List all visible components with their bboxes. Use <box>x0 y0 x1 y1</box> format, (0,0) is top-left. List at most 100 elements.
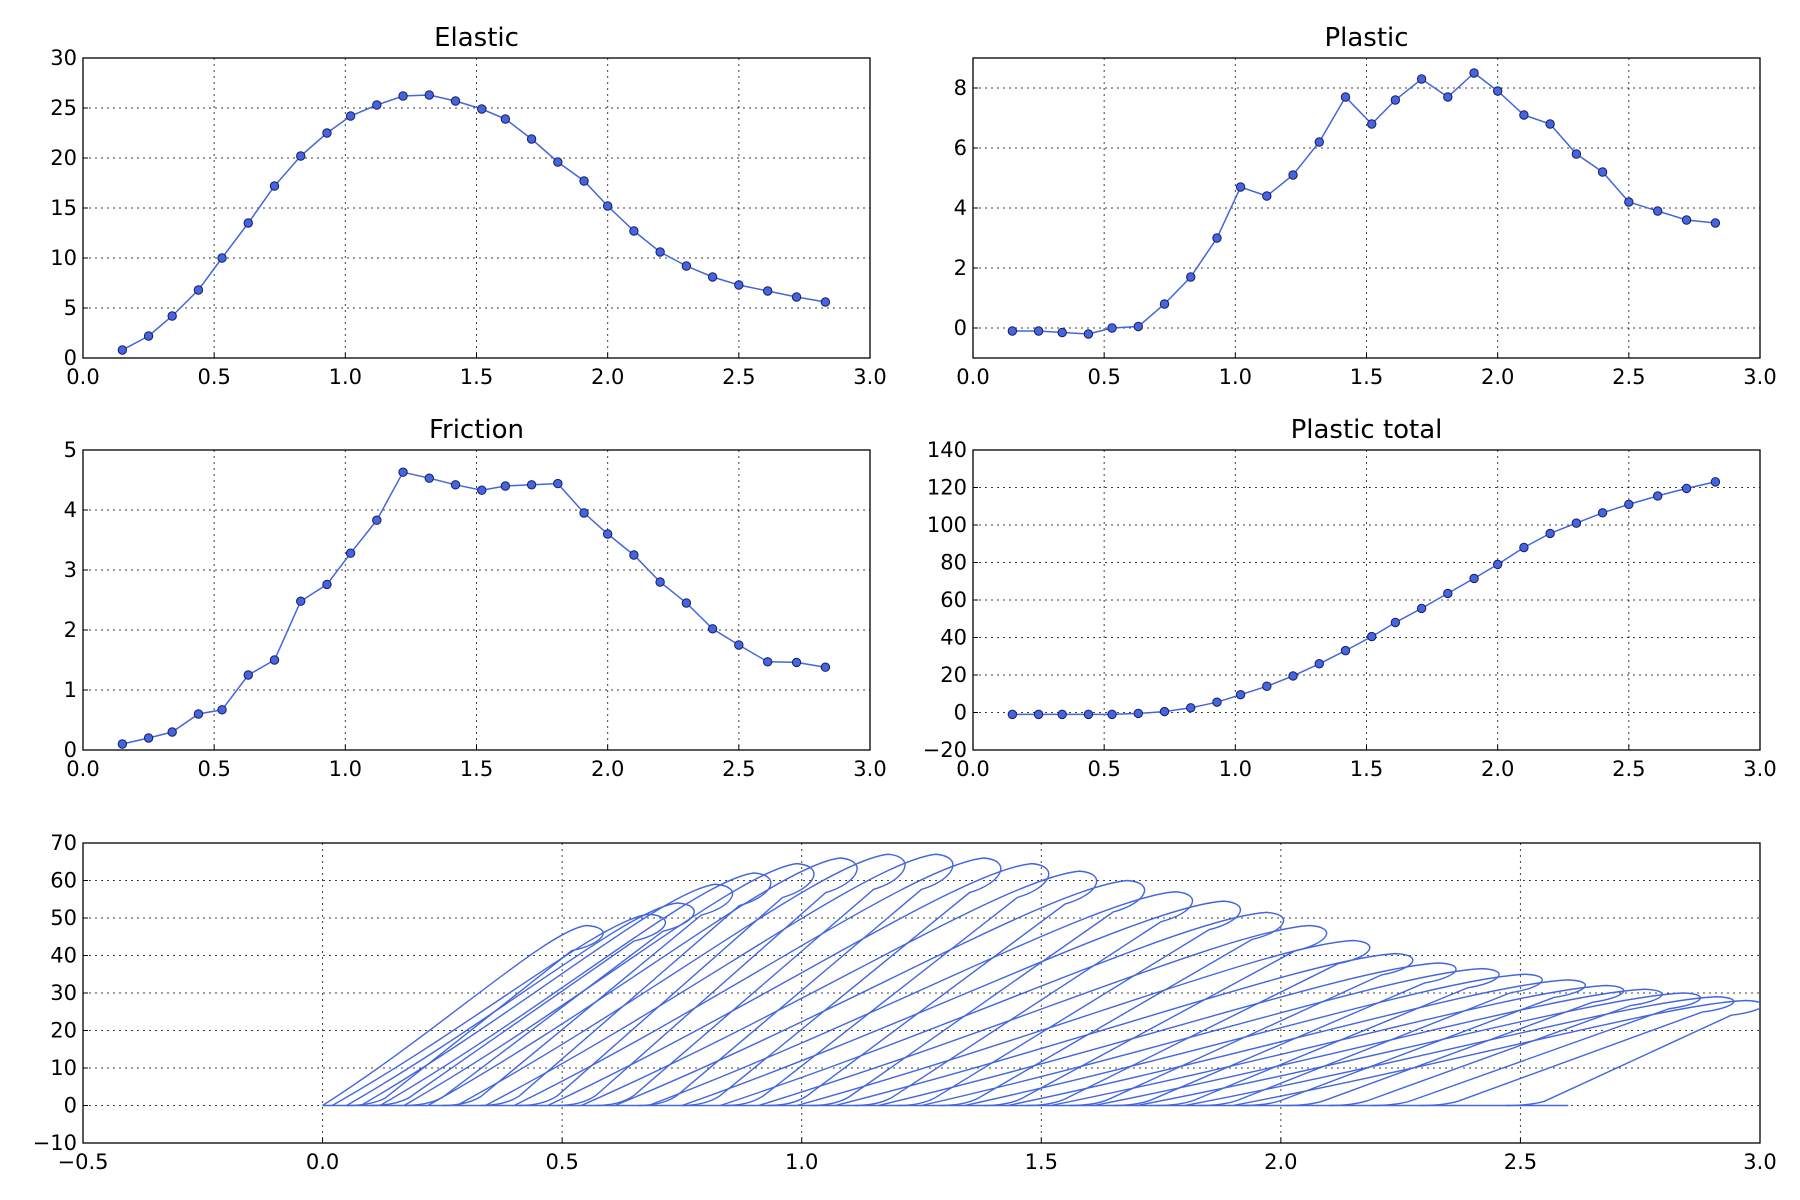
x-tick-label: 1.0 <box>1219 365 1252 389</box>
chart-title: Friction <box>429 415 524 445</box>
hysteresis-loop <box>720 911 1285 1107</box>
y-tick-label: 70 <box>50 831 77 855</box>
data-point <box>1545 119 1555 129</box>
hysteresis-loop <box>921 967 1500 1107</box>
x-tick-label: 3.0 <box>853 757 886 781</box>
data-point <box>1652 491 1663 501</box>
hysteresis-loop <box>379 872 772 1107</box>
data-point <box>450 96 461 106</box>
x-tick-label: 0.5 <box>197 365 230 389</box>
series-line <box>121 94 826 351</box>
hysteresis-loop <box>360 883 734 1107</box>
data-point <box>629 550 639 560</box>
data-point <box>1416 603 1427 614</box>
x-tick-label: 2.5 <box>722 757 755 781</box>
x-tick-label: 1.0 <box>785 1150 818 1174</box>
data-point <box>1083 709 1094 720</box>
data-point <box>707 272 718 282</box>
hysteresis-loop <box>758 924 1328 1107</box>
x-tick-label: 2.0 <box>1481 757 1514 781</box>
hysteresis-loop <box>485 853 954 1107</box>
x-tick-label: 0.5 <box>1087 365 1120 389</box>
data-point <box>167 727 177 737</box>
data-point <box>1367 119 1377 129</box>
hysteresis-loop <box>614 879 1146 1107</box>
data-point <box>1235 689 1246 700</box>
y-tick-label: 0 <box>64 346 77 370</box>
data-point <box>655 247 665 257</box>
y-tick-label: 25 <box>50 96 77 120</box>
chart-title: Elastic <box>434 23 519 53</box>
y-tick-label: 10 <box>50 246 77 270</box>
data-point <box>1340 92 1351 102</box>
plot-area <box>117 90 831 355</box>
hysteresis-loop <box>547 862 1050 1107</box>
data-point <box>1133 708 1143 719</box>
hysteresis-loop <box>513 857 1002 1107</box>
data-point <box>820 662 831 672</box>
y-tick-label: −10 <box>33 1131 77 1155</box>
x-tick-label: 1.5 <box>460 365 493 389</box>
data-point <box>1710 477 1721 487</box>
y-tick-label: 100 <box>927 513 967 537</box>
series-line <box>1012 481 1716 716</box>
y-tick-label: 8 <box>954 76 967 100</box>
y-tick-label: 5 <box>64 438 77 462</box>
data-point <box>243 218 253 228</box>
hysteresis-loop <box>1232 999 1760 1107</box>
x-tick-label: 0.5 <box>545 1150 578 1174</box>
data-point <box>553 157 563 167</box>
data-point <box>1624 197 1634 207</box>
chart-panel-5: −0.5 0.0 0.5 1.0 1.5 2.0 2.5 3.0 −10 0 10 20 30 40 50 6… <box>33 831 1777 1174</box>
x-tick-label: 2.0 <box>591 757 624 781</box>
data-point <box>553 478 563 489</box>
x-tick-label: 2.5 <box>1504 1150 1537 1174</box>
y-tick-label: 0 <box>64 1094 77 1118</box>
data-point <box>117 345 128 355</box>
data-point <box>1469 573 1479 584</box>
x-tick-label: 3.0 <box>853 365 886 389</box>
data-point <box>117 739 128 749</box>
data-point <box>762 286 773 296</box>
data-point <box>1681 215 1692 225</box>
hysteresis-loop <box>1184 996 1735 1107</box>
y-tick-label: 0 <box>954 316 967 340</box>
data-point <box>1597 508 1608 518</box>
data-point <box>681 598 692 608</box>
data-point <box>1033 326 1044 336</box>
data-point <box>791 292 802 302</box>
data-point <box>1652 206 1663 216</box>
data-point <box>734 280 744 290</box>
data-point <box>450 480 461 490</box>
data-point <box>762 657 773 667</box>
chart-panel-1: 0.0 0.5 1.0 1.5 2.0 2.5 3.0 0 5 10 15 20 25 30 Elastic <box>50 23 886 389</box>
data-point <box>500 114 511 124</box>
data-point <box>167 311 177 321</box>
data-point <box>1288 671 1298 681</box>
hysteresis-loop <box>581 870 1098 1107</box>
hysteresis-loop <box>796 939 1371 1107</box>
hysteresis-loop <box>648 891 1194 1107</box>
y-tick-label: 50 <box>50 906 77 930</box>
y-tick-label: 1 <box>64 678 77 702</box>
data-point <box>500 481 511 491</box>
hysteresis-loop <box>322 924 604 1107</box>
y-tick-label: 120 <box>927 476 967 500</box>
data-point <box>1367 631 1377 642</box>
data-point <box>629 226 639 236</box>
x-tick-label: 2.5 <box>722 365 755 389</box>
x-tick-label: 1.0 <box>329 365 362 389</box>
x-tick-label: 1.5 <box>460 757 493 781</box>
y-tick-label: 20 <box>50 1019 77 1043</box>
data-point <box>820 297 831 307</box>
data-point <box>398 467 408 477</box>
data-point <box>1262 681 1272 691</box>
plot-area <box>322 853 1760 1107</box>
data-point <box>1107 323 1117 333</box>
data-point <box>193 709 204 719</box>
hysteresis-loop <box>427 857 858 1107</box>
data-point <box>1519 542 1529 553</box>
data-point <box>477 485 487 495</box>
x-tick-label: 0.5 <box>1087 757 1120 781</box>
x-tick-label: 0.5 <box>197 757 230 781</box>
